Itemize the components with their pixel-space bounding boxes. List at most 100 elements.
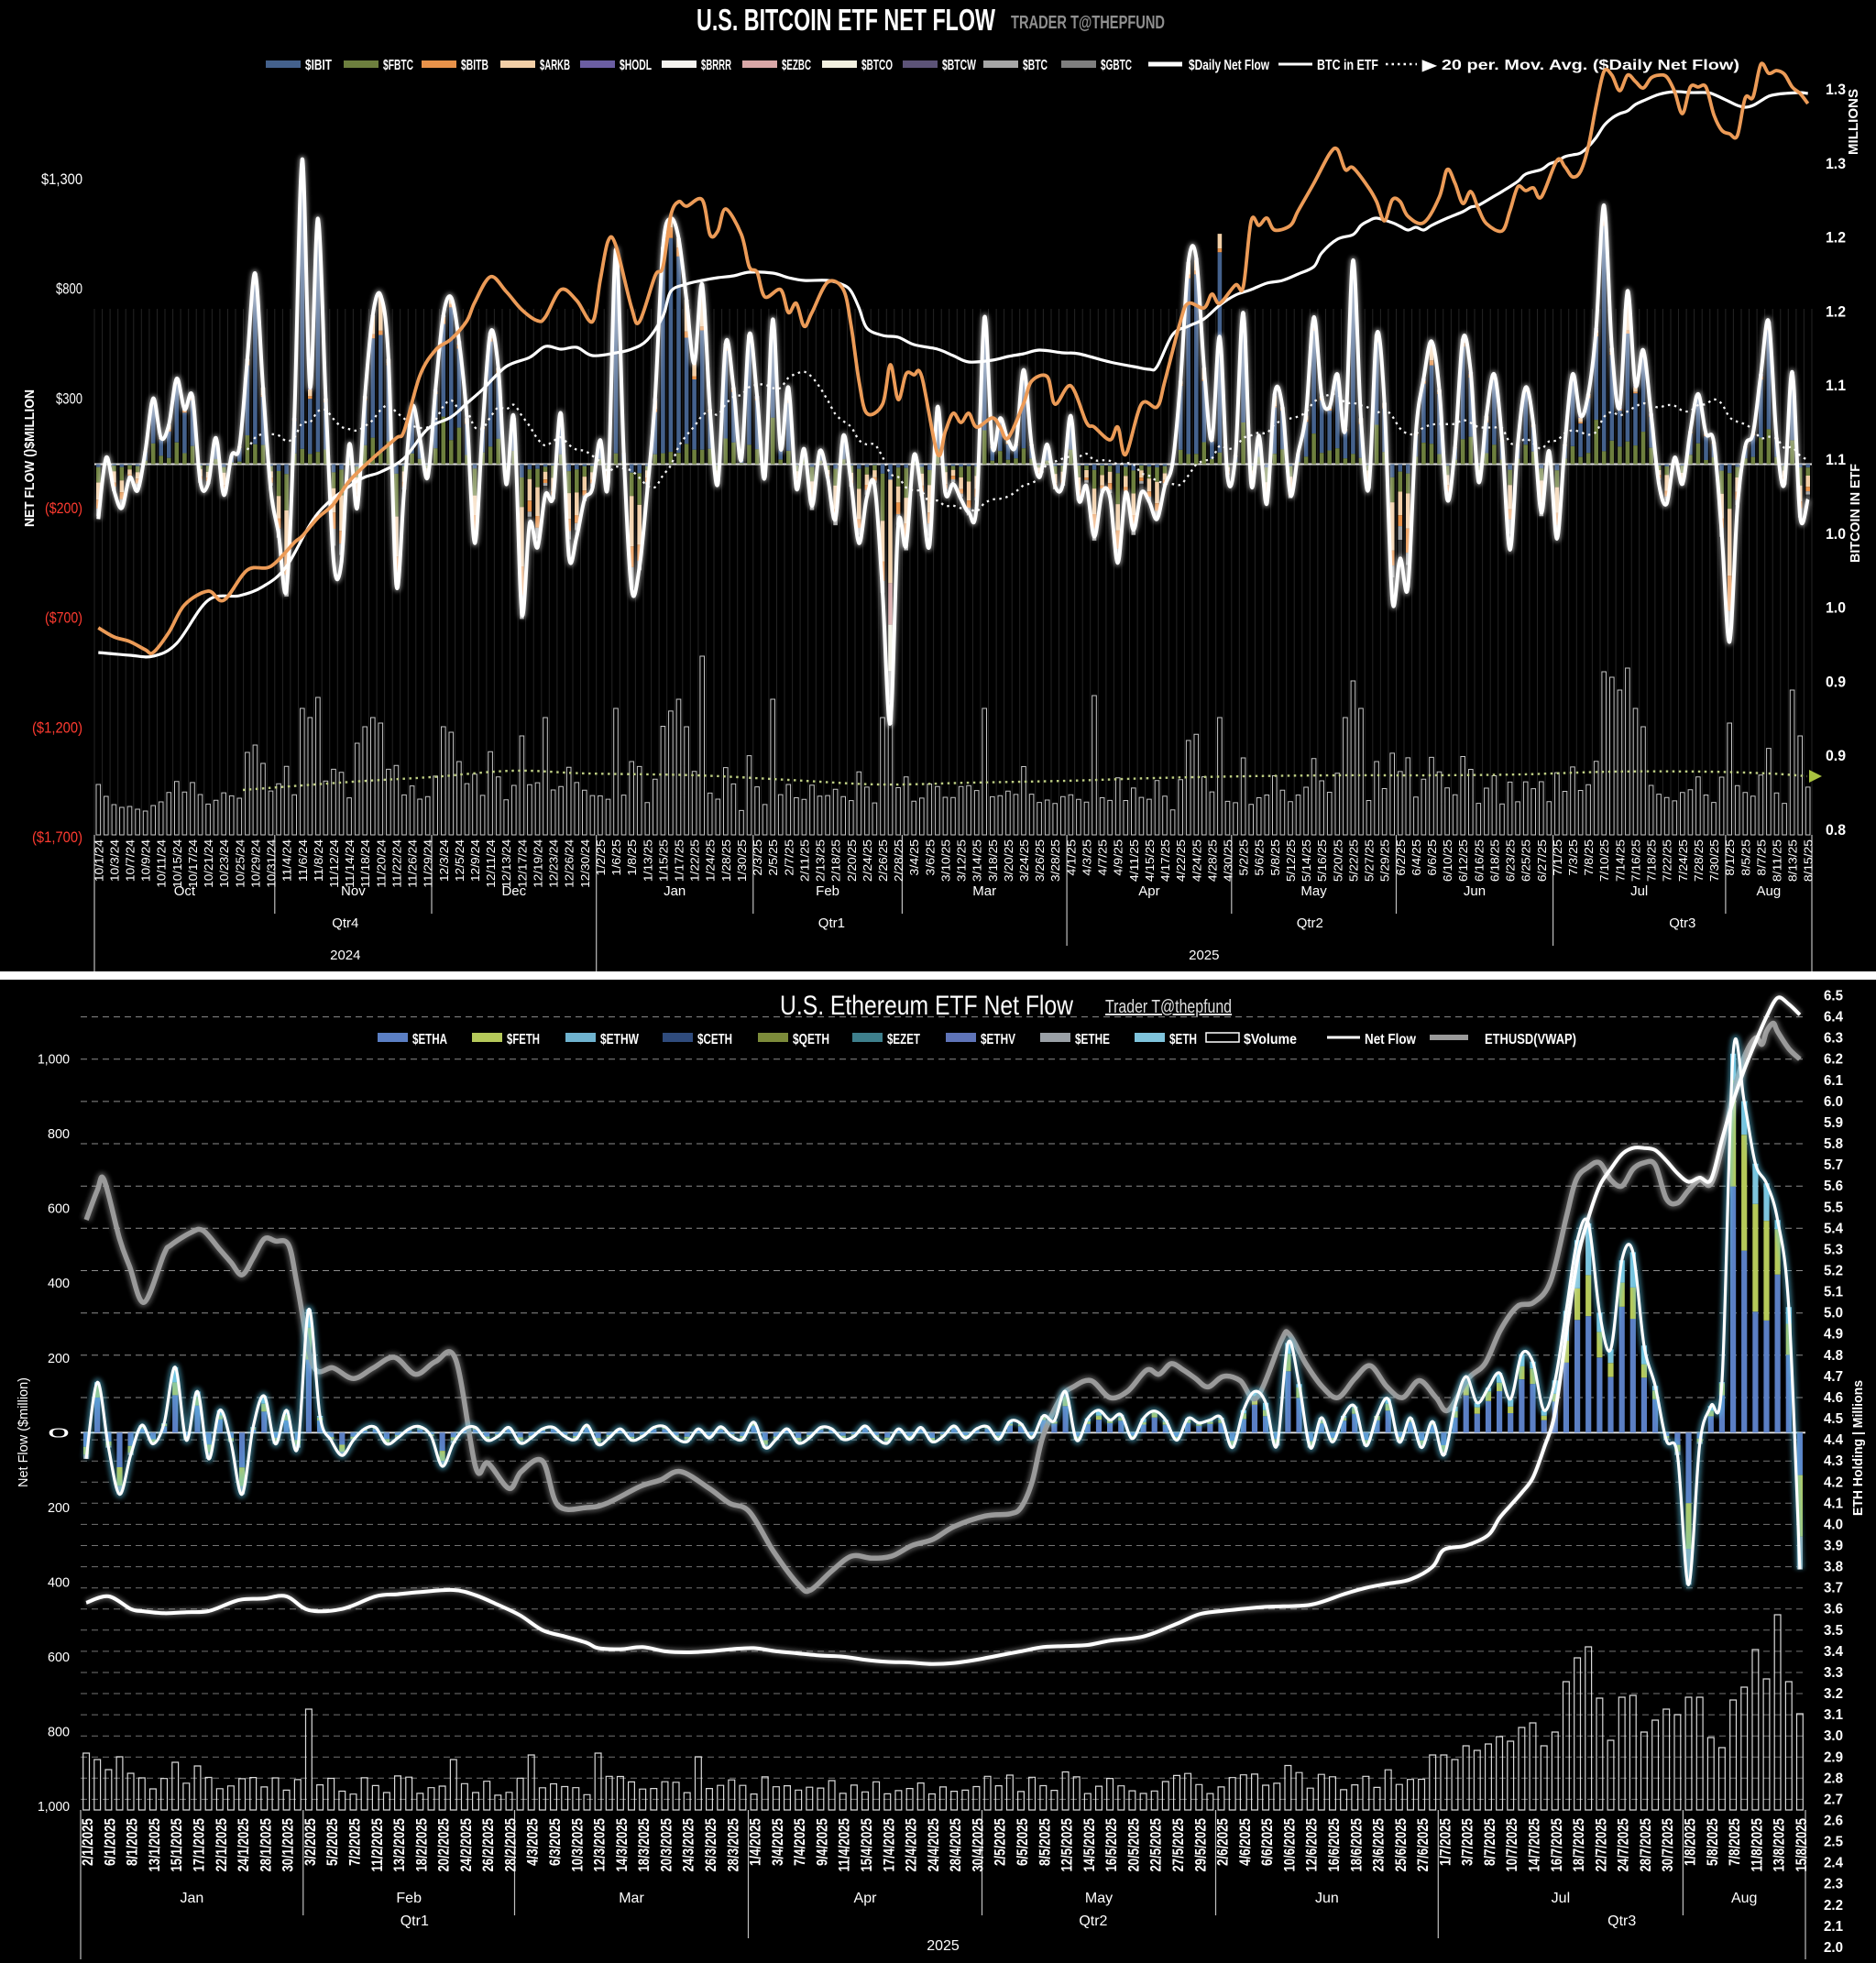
- svg-text:6/1/2025: 6/1/2025: [101, 1818, 118, 1866]
- svg-text:1,000: 1,000: [38, 1052, 70, 1068]
- svg-text:12/5/24: 12/5/24: [453, 839, 466, 882]
- svg-text:10/21/24: 10/21/24: [202, 839, 215, 888]
- svg-text:ETHUSD(VWAP): ETHUSD(VWAP): [1485, 1032, 1576, 1047]
- svg-text:$ETH: $ETH: [1169, 1032, 1197, 1047]
- svg-text:U.S. BITCOIN ETF NET FLOW: U.S. BITCOIN ETF NET FLOW: [697, 3, 996, 37]
- svg-text:12/9/24: 12/9/24: [468, 839, 482, 882]
- svg-text:12/11/24: 12/11/24: [484, 839, 498, 888]
- svg-text:5/20/25: 5/20/25: [1331, 839, 1344, 882]
- svg-text:6/25/25: 6/25/25: [1519, 839, 1533, 882]
- svg-text:10/3/2025: 10/3/2025: [568, 1818, 586, 1872]
- svg-text:6.1: 6.1: [1824, 1073, 1843, 1089]
- svg-text:20/3/2025: 20/3/2025: [658, 1818, 675, 1872]
- svg-text:8/15/25: 8/15/25: [1802, 839, 1816, 882]
- svg-text:12/5/2025: 12/5/2025: [1059, 1818, 1076, 1872]
- svg-text:3.0: 3.0: [1824, 1728, 1843, 1744]
- svg-text:8/7/2025: 8/7/2025: [1481, 1818, 1498, 1866]
- svg-text:($200): ($200): [45, 499, 82, 517]
- svg-text:Trader T@thepfund: Trader T@thepfund: [1105, 997, 1232, 1017]
- svg-text:24/7/2025: 24/7/2025: [1615, 1818, 1632, 1872]
- svg-text:7/2/2025: 7/2/2025: [346, 1818, 364, 1866]
- svg-text:15/1/2025: 15/1/2025: [168, 1818, 185, 1872]
- svg-text:600: 600: [48, 1650, 70, 1665]
- svg-text:3/2/2025: 3/2/2025: [302, 1818, 319, 1866]
- svg-text:800: 800: [48, 1126, 70, 1142]
- svg-text:16/6/2025: 16/6/2025: [1325, 1818, 1343, 1872]
- svg-text:Mar: Mar: [972, 883, 996, 899]
- svg-text:10/6/2025: 10/6/2025: [1280, 1818, 1298, 1872]
- svg-text:5/2/2025: 5/2/2025: [324, 1818, 341, 1866]
- svg-text:$EZBC: $EZBC: [782, 58, 811, 73]
- svg-text:0.9: 0.9: [1826, 673, 1846, 690]
- svg-text:Jan: Jan: [181, 1891, 204, 1906]
- svg-text:4.8: 4.8: [1824, 1348, 1843, 1364]
- svg-text:5/27/25: 5/27/25: [1363, 839, 1377, 882]
- svg-text:10/23/24: 10/23/24: [217, 839, 231, 888]
- svg-text:11/14/24: 11/14/24: [343, 839, 357, 888]
- svg-text:10/29/24: 10/29/24: [248, 839, 262, 888]
- svg-text:TRADER T@THEPFUND: TRADER T@THEPFUND: [1011, 13, 1165, 33]
- svg-text:2/3/25: 2/3/25: [751, 839, 764, 876]
- svg-text:4/24/25: 4/24/25: [1190, 839, 1203, 882]
- svg-text:1.2: 1.2: [1826, 229, 1846, 247]
- svg-text:20/2/2025: 20/2/2025: [435, 1818, 453, 1872]
- svg-text:400: 400: [48, 1574, 70, 1590]
- svg-text:24/2/2025: 24/2/2025: [457, 1818, 475, 1872]
- svg-text:4.2: 4.2: [1824, 1475, 1843, 1490]
- svg-text:$ETHW: $ETHW: [600, 1032, 640, 1047]
- svg-text:28/3/2025: 28/3/2025: [724, 1818, 741, 1872]
- svg-text:4/28/25: 4/28/25: [1205, 839, 1219, 882]
- svg-text:3/24/25: 3/24/25: [1017, 839, 1031, 882]
- svg-text:26/3/2025: 26/3/2025: [702, 1818, 719, 1872]
- svg-text:4.7: 4.7: [1824, 1369, 1843, 1385]
- svg-text:Qtr1: Qtr1: [818, 916, 845, 931]
- svg-text:4/1/25: 4/1/25: [1064, 839, 1078, 876]
- svg-text:24/3/2025: 24/3/2025: [680, 1818, 697, 1872]
- svg-text:1/24/25: 1/24/25: [704, 839, 718, 882]
- svg-text:2.5: 2.5: [1824, 1835, 1843, 1850]
- svg-text:3/12/25: 3/12/25: [955, 839, 969, 882]
- svg-text:3/14/25: 3/14/25: [971, 839, 984, 882]
- svg-text:3/10/25: 3/10/25: [938, 839, 952, 882]
- svg-text:ETH Holding | Millions: ETH Holding | Millions: [1850, 1380, 1866, 1516]
- svg-text:6/10/25: 6/10/25: [1441, 839, 1454, 882]
- svg-text:3.7: 3.7: [1824, 1581, 1843, 1596]
- svg-text:17/4/2025: 17/4/2025: [880, 1818, 897, 1872]
- svg-text:4.3: 4.3: [1824, 1453, 1843, 1469]
- svg-text:5.8: 5.8: [1824, 1136, 1843, 1152]
- svg-text:Qtr1: Qtr1: [400, 1914, 429, 1929]
- svg-text:7/10/25: 7/10/25: [1597, 839, 1611, 882]
- svg-text:5.5: 5.5: [1824, 1200, 1843, 1215]
- svg-text:4/22/25: 4/22/25: [1174, 839, 1188, 882]
- svg-text:($1,700): ($1,700): [32, 828, 82, 846]
- svg-text:($1,200): ($1,200): [32, 718, 82, 736]
- svg-text:$FETH: $FETH: [507, 1032, 540, 1047]
- svg-text:3.2: 3.2: [1824, 1686, 1843, 1702]
- svg-text:4.4: 4.4: [1824, 1432, 1843, 1448]
- svg-text:6.3: 6.3: [1824, 1031, 1843, 1047]
- svg-text:BTC in ETF: BTC in ETF: [1317, 58, 1378, 73]
- svg-text:5/14/25: 5/14/25: [1300, 839, 1313, 882]
- svg-text:12/3/2025: 12/3/2025: [591, 1818, 609, 1872]
- svg-text:4/6/2025: 4/6/2025: [1236, 1818, 1254, 1866]
- svg-text:5.0: 5.0: [1824, 1306, 1843, 1321]
- svg-text:6/6/25: 6/6/25: [1425, 839, 1439, 876]
- svg-text:Oct: Oct: [174, 883, 196, 899]
- svg-text:$300: $300: [56, 389, 82, 407]
- svg-text:2.4: 2.4: [1824, 1856, 1843, 1871]
- svg-text:8/13/25: 8/13/25: [1786, 839, 1800, 882]
- svg-text:2.2: 2.2: [1824, 1898, 1843, 1914]
- svg-text:6/23/25: 6/23/25: [1504, 839, 1518, 882]
- svg-text:5.7: 5.7: [1824, 1157, 1843, 1173]
- svg-text:Aug: Aug: [1731, 1891, 1757, 1906]
- svg-text:2.1: 2.1: [1824, 1919, 1843, 1935]
- svg-text:8/7/25: 8/7/25: [1754, 839, 1768, 876]
- svg-text:7/3/25: 7/3/25: [1566, 839, 1580, 876]
- svg-text:$ETHV: $ETHV: [981, 1032, 1015, 1047]
- svg-text:11/4/24: 11/4/24: [280, 839, 294, 882]
- svg-text:5.9: 5.9: [1824, 1115, 1843, 1131]
- svg-text:6/5/2025: 6/5/2025: [1014, 1818, 1031, 1866]
- svg-text:4/3/2025: 4/3/2025: [524, 1818, 542, 1866]
- svg-text:6/18/25: 6/18/25: [1487, 839, 1501, 882]
- svg-text:0.9: 0.9: [1826, 747, 1846, 764]
